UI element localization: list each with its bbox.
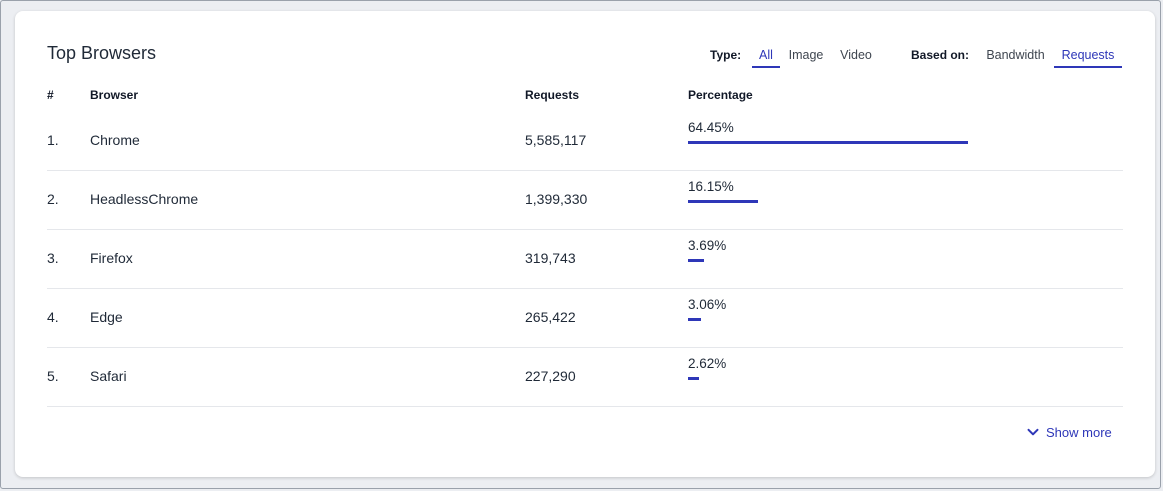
- percentage-bar: [688, 377, 699, 380]
- row-rank: 5.: [47, 368, 59, 384]
- row-requests: 319,743: [525, 250, 576, 266]
- row-percentage: 2.62%: [688, 356, 727, 371]
- percentage-bar: [688, 318, 701, 321]
- top-browsers-card: Top Browsers Type: All Image Video Based…: [15, 11, 1155, 477]
- percentage-bar: [688, 141, 968, 144]
- based-option-bandwidth[interactable]: Bandwidth: [986, 48, 1045, 62]
- row-requests: 227,290: [525, 368, 576, 384]
- show-more-button[interactable]: Show more: [1026, 423, 1112, 441]
- row-percentage: 16.15%: [688, 179, 734, 194]
- based-option-requests[interactable]: Requests: [1054, 45, 1122, 68]
- row-browser: Edge: [90, 309, 123, 325]
- type-option-video[interactable]: Video: [840, 48, 872, 62]
- type-option-all[interactable]: All: [752, 45, 780, 68]
- row-browser: Chrome: [90, 132, 140, 148]
- type-option-image[interactable]: Image: [788, 48, 824, 62]
- card-title: Top Browsers: [47, 43, 157, 63]
- row-percentage: 3.06%: [688, 297, 727, 312]
- row-requests: 5,585,117: [525, 132, 587, 148]
- table-row: 2. HeadlessChrome 1,399,330 16.15%: [47, 170, 1123, 230]
- header-requests: Requests: [525, 88, 580, 102]
- row-browser: Firefox: [90, 250, 133, 266]
- header-browser: Browser: [90, 88, 139, 102]
- row-requests: 265,422: [525, 309, 576, 325]
- filter-bar: Type: All Image Video Based on: Bandwidt…: [15, 45, 1155, 73]
- table-row: 1. Chrome 5,585,117 64.45%: [47, 111, 1123, 171]
- row-rank: 2.: [47, 191, 59, 207]
- table-row: 5. Safari 227,290 2.62%: [47, 347, 1123, 407]
- percentage-bar: [688, 259, 704, 262]
- row-rank: 3.: [47, 250, 59, 266]
- row-percentage: 64.45%: [688, 120, 734, 135]
- row-requests: 1,399,330: [525, 191, 588, 207]
- based-on-label: Based on:: [911, 48, 970, 62]
- show-more-label: Show more: [1046, 424, 1112, 440]
- header-percentage: Percentage: [688, 88, 753, 102]
- percentage-bar: [688, 200, 758, 203]
- chevron-down-icon: [1026, 425, 1040, 439]
- row-rank: 4.: [47, 309, 59, 325]
- type-filter-label: Type:: [710, 48, 742, 62]
- row-rank: 1.: [47, 132, 59, 148]
- row-browser: Safari: [90, 368, 127, 384]
- table-row: 3. Firefox 319,743 3.69%: [47, 229, 1123, 289]
- header-rank: #: [47, 88, 54, 102]
- table-row: 4. Edge 265,422 3.06%: [47, 288, 1123, 348]
- row-percentage: 3.69%: [688, 238, 727, 253]
- row-browser: HeadlessChrome: [90, 191, 199, 207]
